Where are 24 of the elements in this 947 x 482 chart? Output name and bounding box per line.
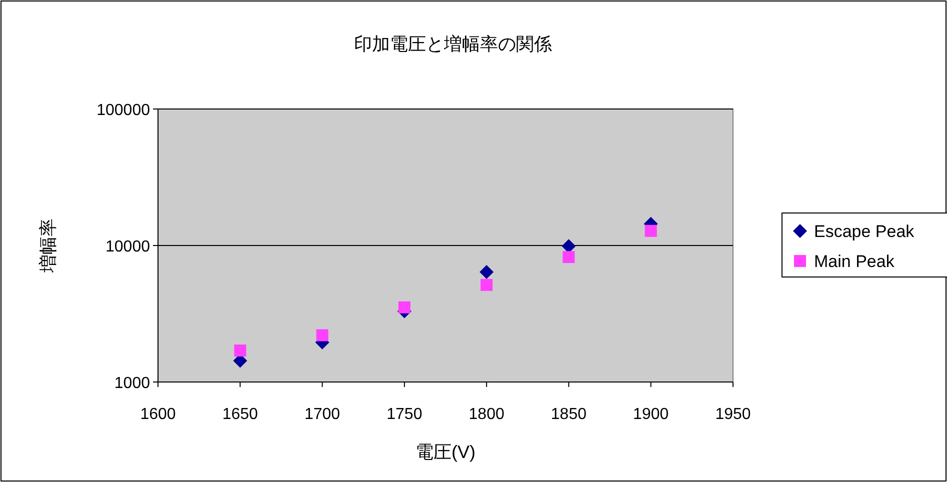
x-tick-label: 1800 (468, 406, 504, 423)
y-tick-label: 1000 (114, 375, 150, 392)
x-tick-label: 1750 (386, 406, 422, 423)
legend-label: Main Peak (814, 252, 895, 271)
x-tick-label: 1850 (550, 406, 587, 423)
chart-title: 印加電圧と増幅率の関係 (354, 34, 552, 54)
legend-label: Escape Peak (814, 222, 915, 241)
point (234, 344, 246, 357)
x-tick-label: 1950 (715, 406, 751, 423)
point (562, 239, 576, 254)
point (562, 251, 575, 264)
point (398, 301, 410, 314)
x-tick-label: 1650 (222, 406, 258, 423)
point (480, 264, 494, 279)
y-tick-label: 100000 (96, 102, 150, 119)
x-tick-label: 1900 (633, 406, 669, 423)
x-tick-label: 1700 (304, 406, 340, 423)
y-axis-title: 増幅率 (38, 218, 58, 274)
point (644, 224, 657, 237)
y-tick-label: 10000 (106, 238, 150, 256)
x-tick-label: 1600 (140, 406, 176, 423)
point (480, 278, 493, 291)
point (316, 329, 328, 342)
x-axis-title: 電圧(V) (416, 442, 476, 462)
